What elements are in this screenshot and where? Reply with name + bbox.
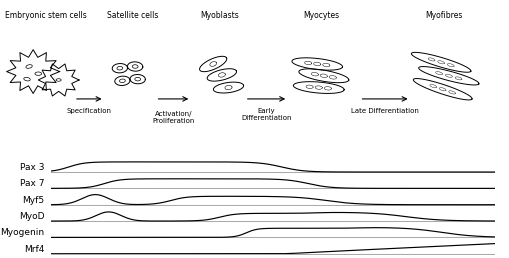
Text: Embryonic stem cells: Embryonic stem cells — [5, 11, 87, 20]
Text: Myogenin: Myogenin — [0, 228, 44, 237]
Text: Myf5: Myf5 — [22, 196, 44, 205]
Text: Myoblasts: Myoblasts — [200, 11, 238, 20]
Text: Myofibres: Myofibres — [424, 11, 462, 20]
Text: Satellite cells: Satellite cells — [107, 11, 158, 20]
Text: MyoD: MyoD — [19, 212, 44, 221]
Text: Early
Differentiation: Early Differentiation — [241, 108, 291, 121]
Text: Mrf4: Mrf4 — [24, 245, 44, 254]
Text: Pax 7: Pax 7 — [20, 179, 44, 188]
Text: Myocytes: Myocytes — [303, 11, 338, 20]
Text: Pax 3: Pax 3 — [20, 163, 44, 172]
Text: Specification: Specification — [67, 108, 111, 114]
Text: Activation/
Proliferation: Activation/ Proliferation — [152, 111, 194, 124]
Text: Late Differentiation: Late Differentiation — [350, 108, 418, 114]
